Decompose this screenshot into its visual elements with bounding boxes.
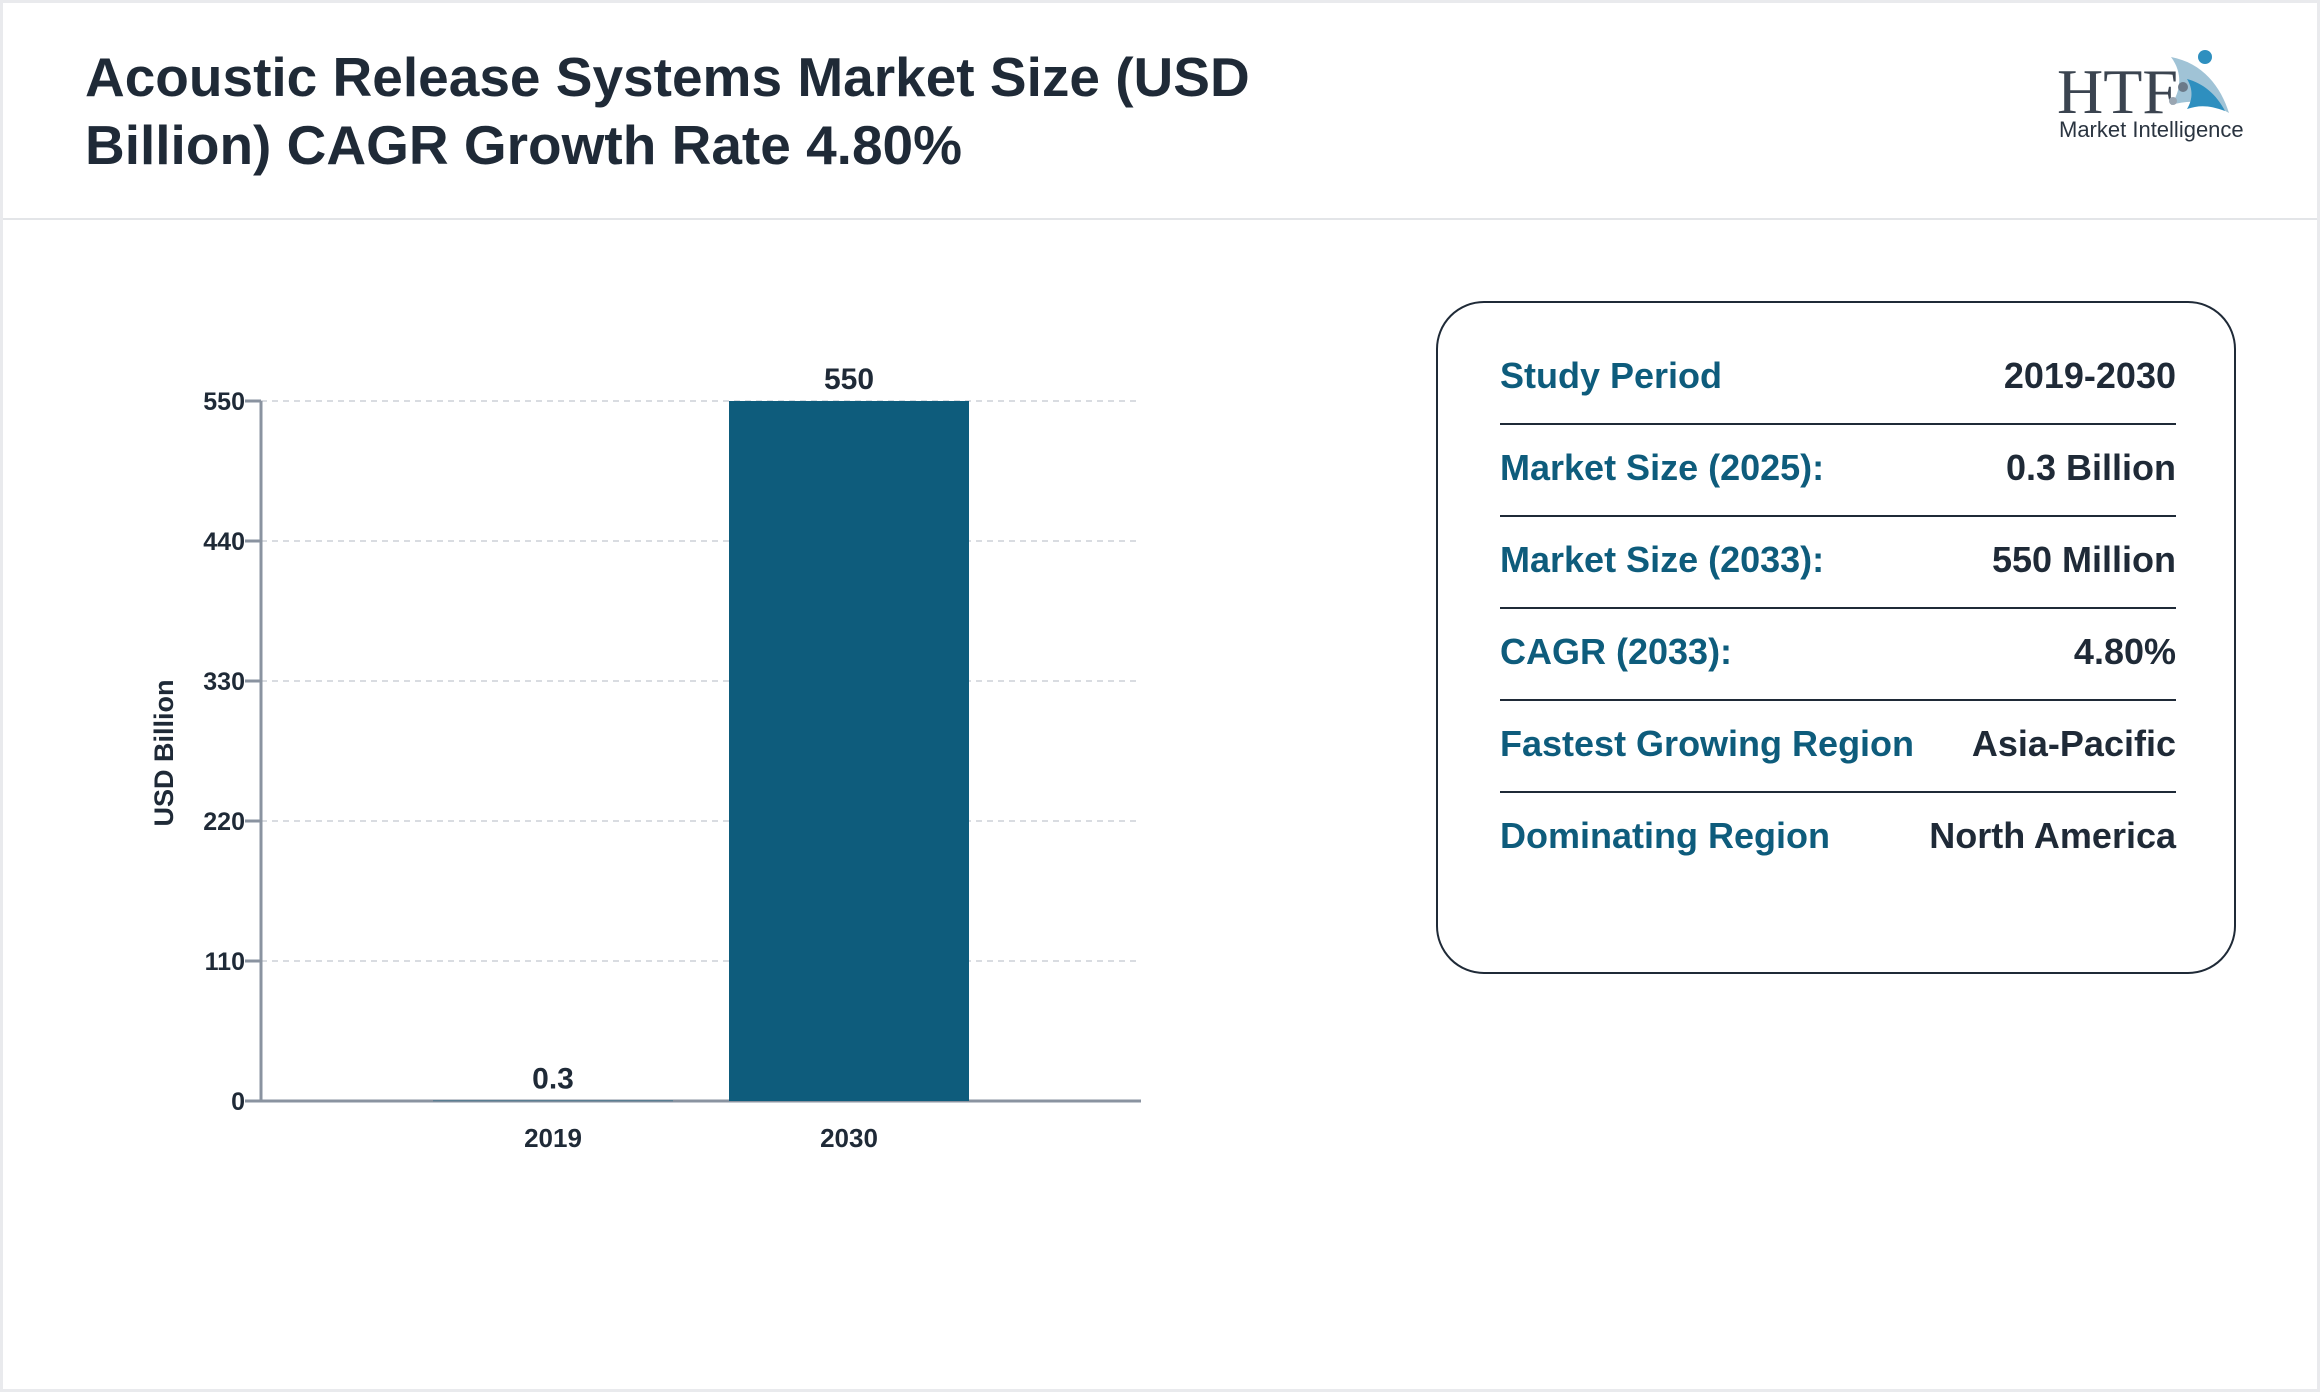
logo-letters: HTF — [2057, 56, 2178, 123]
info-row: Market Size (2025): 0.3 Billion — [1500, 425, 2176, 517]
data-label: 550 — [824, 363, 874, 396]
info-row: Fastest Growing Region Asia-Pacific — [1500, 701, 2176, 793]
info-value: North America — [1929, 815, 2176, 856]
info-label: CAGR (2033): — [1500, 631, 1733, 672]
bar-chart-svg: 0 110 220 330 440 550 0.3 2019 550 2030 USD Billio… — [149, 363, 1141, 1153]
info-label: Market Size (2033): — [1500, 539, 1825, 580]
info-value: Asia-Pacific — [1971, 723, 2176, 764]
info-row: Study Period 2019-2030 — [1500, 333, 2176, 425]
info-row: Market Size (2033): 550 Million — [1500, 517, 2176, 609]
info-label: Market Size (2025): — [1500, 447, 1825, 488]
bar-chart: 0 110 220 330 440 550 0.3 2019 550 2030 USD Billio… — [3, 3, 1203, 1203]
info-row: Dominating Region North America — [1500, 793, 2176, 885]
bar-2019 — [433, 1100, 673, 1102]
info-label: Fastest Growing Region — [1500, 723, 1915, 764]
logo-text: Market Intelligence — [2059, 117, 2244, 142]
y-axis-label: USD Billion — [149, 680, 179, 827]
x-tick-label: 2030 — [820, 1123, 878, 1153]
data-label: 0.3 — [532, 1063, 574, 1096]
info-row: CAGR (2033): 4.80% — [1500, 609, 2176, 701]
info-label: Dominating Region — [1500, 815, 1830, 856]
y-tick-label: 220 — [203, 808, 245, 836]
y-tick-label: 550 — [203, 388, 245, 416]
y-tick-label: 110 — [205, 948, 245, 976]
y-tick-label: 0 — [231, 1088, 245, 1116]
x-tick-label: 2019 — [524, 1123, 582, 1153]
info-value: 0.3 Billion — [2005, 447, 2176, 488]
info-value: 2019-2030 — [2003, 355, 2176, 396]
htf-logo-icon: HTF — [2057, 50, 2229, 123]
htf-logo: HTF Market Intelligence — [2053, 43, 2244, 153]
header: Acoustic Release Systems Market Size (US… — [3, 3, 2317, 220]
info-value: 4.80% — [2073, 631, 2176, 672]
info-label: Study Period — [1500, 355, 1723, 396]
info-card: Study Period 2019-2030 Market Size (2025):… — [1436, 301, 2236, 974]
info-value: 550 Million — [1991, 539, 2176, 580]
page-title: Acoustic Release Systems Market Size (US… — [85, 46, 1250, 176]
y-tick-label: 440 — [203, 528, 245, 556]
y-tick-label: 330 — [203, 668, 245, 696]
page-frame: Acoustic Release Systems Market Size (US… — [3, 3, 2317, 1389]
bar-2030 — [729, 401, 969, 1101]
